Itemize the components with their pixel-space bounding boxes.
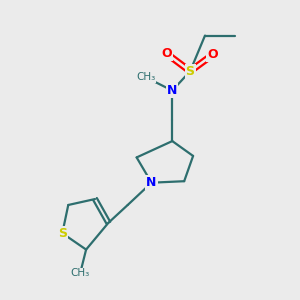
Text: N: N <box>146 176 157 189</box>
Text: CH₃: CH₃ <box>70 268 90 278</box>
Text: O: O <box>161 47 172 60</box>
Text: S: S <box>186 65 195 78</box>
Text: CH₃: CH₃ <box>136 72 155 82</box>
Text: O: O <box>207 48 218 62</box>
Text: N: N <box>167 84 178 97</box>
Text: S: S <box>58 227 67 240</box>
